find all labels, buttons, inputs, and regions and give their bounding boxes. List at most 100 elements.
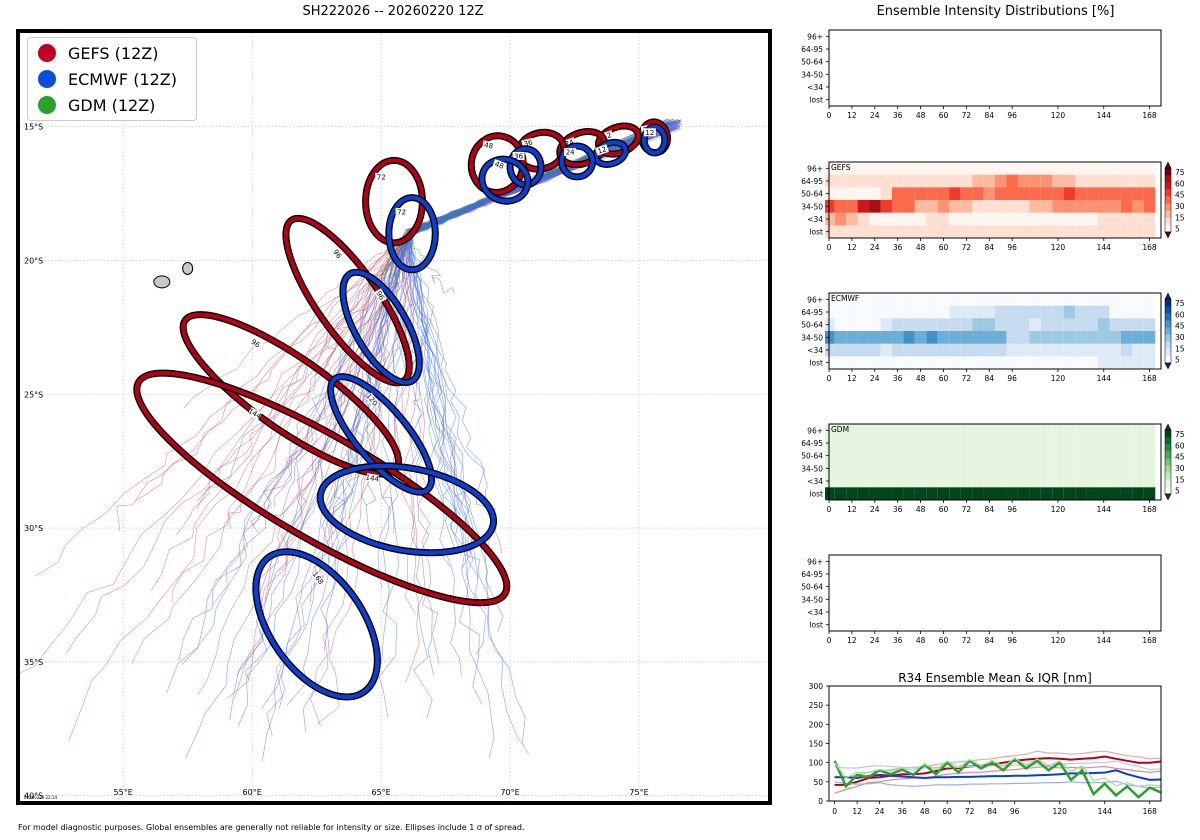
colorbar-swatch [1165, 348, 1171, 357]
row-label: lost [809, 96, 823, 105]
footer-note: For model diagnostic purposes. Global en… [18, 823, 525, 832]
heatmap-cell [1029, 343, 1041, 357]
heatmap-cell [1109, 436, 1121, 450]
heatmap-cell [880, 436, 892, 450]
heatmap-cell [880, 305, 892, 319]
heatmap-cell [1063, 225, 1076, 239]
heatmap-cell [825, 474, 835, 488]
row-label: 96+ [807, 295, 823, 304]
heatmap-cell [1120, 356, 1133, 370]
r34-series-line [834, 750, 1162, 779]
heatmap-cell [834, 436, 847, 450]
heatmap-cell [1098, 424, 1110, 437]
colorbar-swatch [1165, 299, 1171, 307]
heatmap-cell [825, 449, 835, 463]
heatmap-cell [1098, 187, 1110, 201]
heatmap-cell [1006, 462, 1018, 475]
heatmap-cell [903, 462, 915, 475]
heatmap-cell [983, 318, 995, 332]
heatmap-cell [1109, 331, 1121, 344]
heatmap-cell [846, 187, 858, 201]
heatmap-cell [995, 331, 1007, 344]
row-label: 34-50 [801, 595, 823, 604]
heatmap-cell [1017, 436, 1030, 450]
lon-tick-label: 65°E [371, 788, 390, 797]
heatmap-cell [1029, 487, 1041, 501]
heatmap-cell [1109, 187, 1121, 201]
x-tick-label: 72 [965, 807, 975, 816]
heatmap-cell [1029, 474, 1041, 488]
ellipse-hour-label: 144 [365, 473, 380, 483]
colorbar-tick-label: 60 [1175, 179, 1185, 188]
heatmap-cell [1132, 212, 1144, 226]
ellipse-fill [642, 125, 667, 156]
heatmap-cell [846, 356, 858, 370]
heatmap-cell [983, 162, 995, 175]
heatmap-cell [995, 356, 1007, 370]
row-label: 50-64 [801, 58, 823, 67]
x-tick-label: 96 [1007, 243, 1017, 252]
heatmap-cell [825, 424, 835, 437]
heatmap-cell [972, 424, 984, 437]
colorbar-frame [1164, 298, 1172, 364]
colorbar-tick-label: 15 [1175, 344, 1185, 353]
heatmap-cell [1006, 424, 1018, 437]
x-tick-label: 144 [1097, 636, 1112, 645]
heatmap-cell [937, 436, 950, 450]
map-legend: GEFS (12Z) ECMWF (12Z) GDM (12Z) [27, 37, 197, 121]
heatmap-cell [825, 212, 835, 226]
ellipse-hour-label: 24 [564, 138, 576, 149]
heatmap-cell [926, 424, 938, 437]
ellipse-144h: 144 [133, 369, 511, 607]
ellipse-fill [328, 374, 434, 495]
heatmap-cell [1120, 162, 1133, 175]
heatmap-cell [1132, 174, 1144, 188]
heatmap-cell [995, 174, 1007, 188]
lon-tick-label: 55°E [114, 788, 133, 797]
ellipse-fill [386, 195, 438, 272]
colorbar-swatch [1165, 217, 1171, 226]
heatmap-cell [960, 424, 973, 437]
ensemble-track [404, 120, 682, 676]
colorbar-swatch [1165, 465, 1171, 474]
heatmap-cell [880, 462, 892, 475]
heatmap-cell [983, 462, 995, 475]
heatmap-cell [960, 449, 973, 463]
heatmap-cell [1063, 424, 1076, 437]
heatmap-cell [1098, 331, 1110, 344]
ellipse-fill [340, 270, 422, 385]
heatmap-frame [828, 554, 1162, 632]
heatmap-cell [846, 305, 858, 319]
heatmap-cell [995, 436, 1007, 450]
heatmap-cell [857, 212, 870, 226]
row-label: lost [809, 621, 823, 630]
heatmap-cell [1120, 174, 1133, 188]
heatmap-cell [914, 462, 927, 475]
heatmap-cell [891, 343, 904, 357]
heatmap-cell [1098, 449, 1110, 463]
x-tick-label: 24 [870, 374, 880, 383]
ellipse-hour-label: 36 [523, 138, 534, 148]
heatmap-cell [1132, 162, 1144, 175]
heatmap-cell [1098, 343, 1110, 357]
r34-series-line [834, 769, 1162, 781]
heatmap-cell [949, 462, 961, 475]
ellipse-label-bg [365, 392, 379, 407]
colorbar-swatch [1165, 168, 1171, 176]
y-tick-label: 0 [818, 797, 823, 806]
heatmap-cell [825, 225, 835, 239]
heatmap-cell [1086, 424, 1099, 437]
uncertainty-ellipses: 1212243648729696144121224364872961201441… [133, 118, 671, 701]
heatmap-cell [825, 200, 835, 213]
heatmap-cell [1040, 331, 1053, 344]
heatmap-cell [1006, 305, 1018, 319]
heatmap-cell [834, 225, 847, 239]
row-label: <34 [807, 83, 823, 92]
heatmap-cell [1075, 212, 1087, 226]
x-tick-label: 12 [847, 505, 857, 514]
heatmap-cell [880, 356, 892, 370]
heatmap-cell [1109, 487, 1121, 501]
heatmap-cell [1006, 343, 1018, 357]
heatmap-cell [891, 436, 904, 450]
colorbar-swatch [1165, 203, 1171, 212]
